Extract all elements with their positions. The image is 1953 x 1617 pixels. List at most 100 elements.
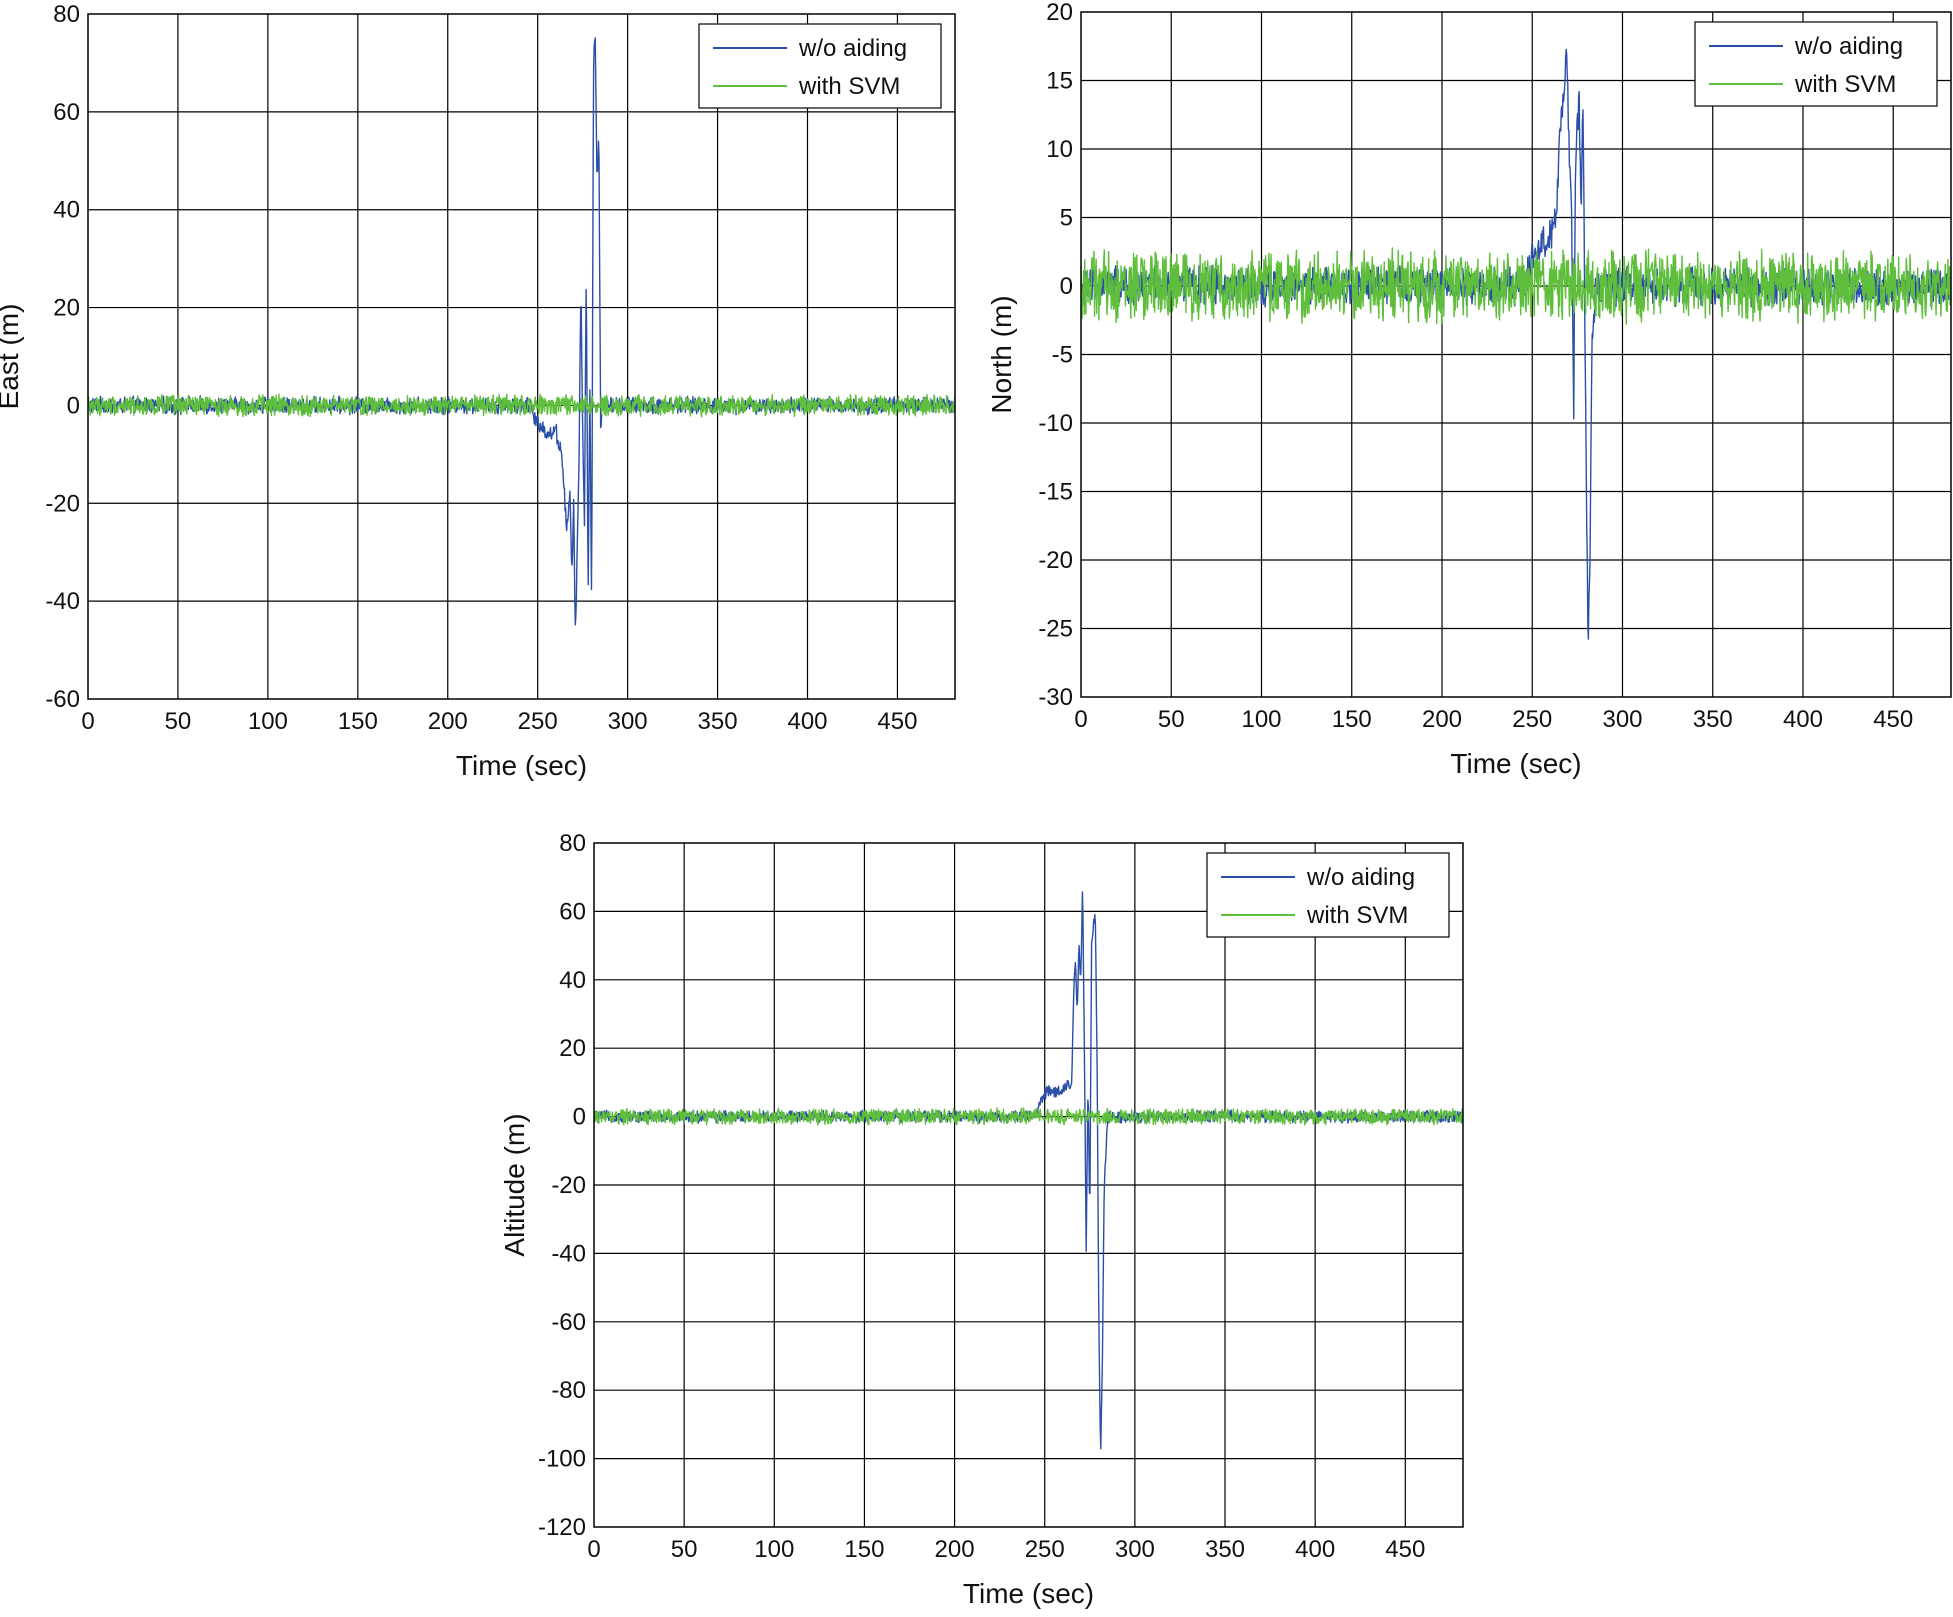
chart-altitude: 0 50 100 150 200 250 300 350 400 450-120-100-80-6… xyxy=(499,830,1464,1609)
y-tick-label: 40 xyxy=(53,197,80,224)
y-tick-label: -80 xyxy=(551,1377,586,1404)
x-tick-label: 150 xyxy=(338,708,378,735)
y-tick-label: 20 xyxy=(1046,0,1073,26)
y-tick-label: -20 xyxy=(45,490,80,517)
legend-label-w-o-aiding: w/o aiding xyxy=(798,35,907,62)
x-tick-label: 200 xyxy=(428,708,468,735)
x-tick-label: 400 xyxy=(787,708,827,735)
y-tick-label: 0 xyxy=(573,1104,586,1131)
y-tick-label: -25 xyxy=(1038,616,1073,643)
x-tick-label: 250 xyxy=(518,708,558,735)
y-tick-label: 60 xyxy=(53,99,80,126)
x-tick-label: 0 xyxy=(587,1536,600,1563)
x-tick-label: 300 xyxy=(1602,706,1642,733)
legend: w/o aiding with SVM xyxy=(698,23,942,109)
x-tick-label: 250 xyxy=(1025,1536,1065,1563)
legend-box xyxy=(698,23,942,109)
series-line-w-o-aiding xyxy=(1081,48,1951,640)
x-tick-label: 50 xyxy=(1158,706,1185,733)
legend-label-w-o-aiding: w/o aiding xyxy=(1794,33,1903,60)
y-tick-label: -20 xyxy=(551,1172,586,1199)
y-tick-label: -60 xyxy=(45,686,80,713)
y-tick-label: -120 xyxy=(538,1514,586,1541)
grid xyxy=(88,14,955,699)
legend-label-with-svm: with SVM xyxy=(1306,902,1408,929)
legend-label-with-svm: with SVM xyxy=(798,73,900,100)
x-tick-label: 50 xyxy=(165,708,192,735)
x-tick-label: 0 xyxy=(1074,706,1087,733)
y-axis-title: North (m) xyxy=(986,295,1017,413)
series-layer xyxy=(594,891,1463,1450)
legend: w/o aiding with SVM xyxy=(1206,852,1450,938)
plot-frame xyxy=(1080,11,1952,698)
x-tick-label: 350 xyxy=(1693,706,1733,733)
x-tick-label: 200 xyxy=(1422,706,1462,733)
y-axis-title: Altitude (m) xyxy=(499,1113,530,1256)
x-tick-label: 200 xyxy=(935,1536,975,1563)
chart-east: 0 50 100 150 200 250 300 350 400 450 -60 -40 -20 0 20 4… xyxy=(0,1,956,781)
x-tick-label: 0 xyxy=(81,708,94,735)
y-tick-label: -100 xyxy=(538,1446,586,1473)
y-tick-label: 15 xyxy=(1046,68,1073,95)
x-tick-label: 100 xyxy=(248,708,288,735)
x-axis-title: Time (sec) xyxy=(456,750,587,781)
x-tick-label: 450 xyxy=(1385,1536,1425,1563)
grid xyxy=(594,843,1463,1527)
x-axis-title: Time (sec) xyxy=(963,1578,1094,1609)
y-tick-label: 80 xyxy=(559,830,586,857)
tick-labels: 0 50 100 150 200 250 300 350 400 450-30-25-20-15-… xyxy=(1038,0,1913,733)
y-tick-label: -15 xyxy=(1038,479,1073,506)
x-tick-label: 250 xyxy=(1512,706,1552,733)
x-tick-label: 50 xyxy=(671,1536,698,1563)
y-tick-label: 0 xyxy=(1060,273,1073,300)
legend-label-with-svm: with SVM xyxy=(1794,71,1896,98)
y-tick-label: 5 xyxy=(1060,205,1073,232)
chart-north: 0 50 100 150 200 250 300 350 400 450-30-25-20-15-… xyxy=(986,0,1952,779)
tick-labels: 0 50 100 150 200 250 300 350 400 450 -60 -40 -20 0 20 4… xyxy=(45,1,917,735)
y-tick-label: 20 xyxy=(559,1035,586,1062)
x-tick-label: 350 xyxy=(1205,1536,1245,1563)
x-tick-label: 400 xyxy=(1783,706,1823,733)
series-line-with-svm xyxy=(594,1107,1463,1126)
y-axis-title: East (m) xyxy=(0,304,24,410)
y-tick-label: 20 xyxy=(53,295,80,322)
series-line-w-o-aiding xyxy=(88,37,955,626)
grid xyxy=(1081,12,1951,697)
tick-labels: 0 50 100 150 200 250 300 350 400 450-120-100-80-6… xyxy=(538,830,1425,1563)
x-tick-label: 300 xyxy=(608,708,648,735)
series-layer xyxy=(88,37,955,626)
y-tick-label: -40 xyxy=(551,1240,586,1267)
legend: w/o aiding with SVM xyxy=(1694,21,1938,107)
y-tick-label: 60 xyxy=(559,898,586,925)
legend-box xyxy=(1694,21,1938,107)
y-tick-label: 10 xyxy=(1046,136,1073,163)
y-tick-label: 0 xyxy=(67,392,80,419)
x-tick-label: 150 xyxy=(1332,706,1372,733)
y-tick-label: -40 xyxy=(45,588,80,615)
x-tick-label: 450 xyxy=(877,708,917,735)
y-tick-label: -5 xyxy=(1052,342,1073,369)
x-tick-label: 300 xyxy=(1115,1536,1155,1563)
legend-label-w-o-aiding: w/o aiding xyxy=(1306,864,1415,891)
y-tick-label: 40 xyxy=(559,967,586,994)
y-tick-label: 80 xyxy=(53,1,80,28)
x-tick-label: 400 xyxy=(1295,1536,1335,1563)
x-tick-label: 100 xyxy=(754,1536,794,1563)
x-tick-label: 350 xyxy=(698,708,738,735)
plot-frame xyxy=(87,13,956,700)
plot-frame xyxy=(593,842,1464,1528)
x-axis-title: Time (sec) xyxy=(1450,748,1581,779)
x-tick-label: 450 xyxy=(1873,706,1913,733)
y-tick-label: -20 xyxy=(1038,547,1073,574)
x-tick-label: 100 xyxy=(1241,706,1281,733)
series-line-w-o-aiding xyxy=(594,891,1463,1450)
x-tick-label: 150 xyxy=(844,1536,884,1563)
series-layer xyxy=(1081,48,1951,640)
series-line-with-svm xyxy=(1081,247,1951,325)
y-tick-label: -60 xyxy=(551,1309,586,1336)
series-line-with-svm xyxy=(88,393,955,418)
legend-box xyxy=(1206,852,1450,938)
y-tick-label: -30 xyxy=(1038,684,1073,711)
y-tick-label: -10 xyxy=(1038,410,1073,437)
